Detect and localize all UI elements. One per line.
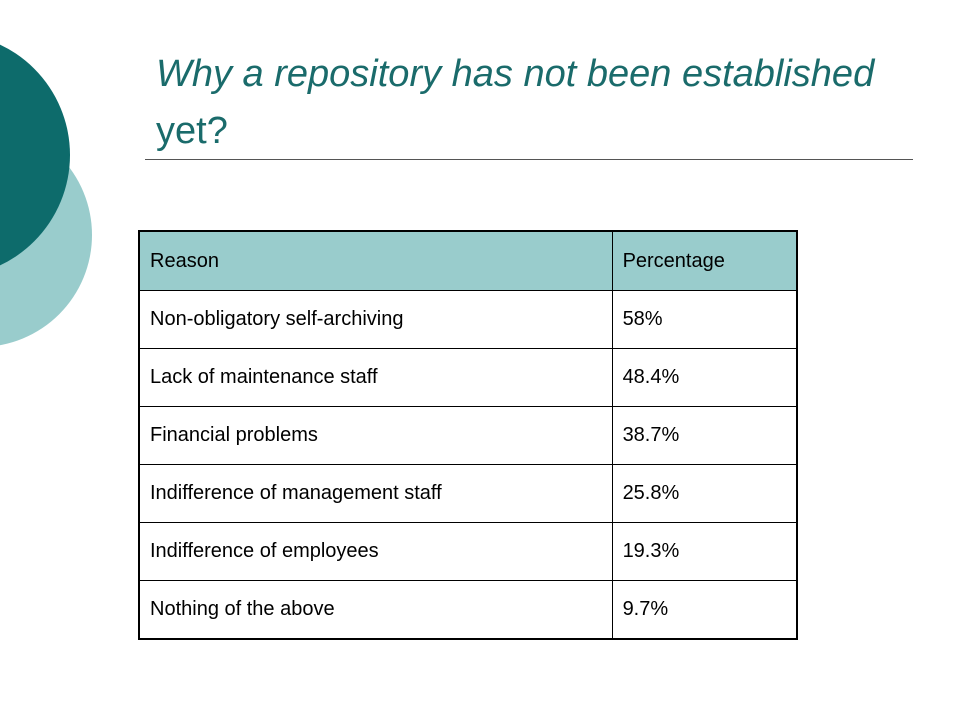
reason-cell: Indifference of management staff bbox=[138, 464, 613, 523]
percentage-cell: 9.7% bbox=[611, 580, 798, 640]
percentage-cell: 19.3% bbox=[611, 522, 798, 581]
table-body: Non-obligatory self-archiving 58% Lack o… bbox=[138, 290, 798, 640]
reason-cell: Non-obligatory self-archiving bbox=[138, 290, 613, 349]
percentage-cell: 58% bbox=[611, 290, 798, 349]
decorative-circles bbox=[0, 44, 92, 346]
header-percentage: Percentage bbox=[611, 230, 798, 291]
percentage-cell: 25.8% bbox=[611, 464, 798, 523]
table-row: Indifference of management staff 25.8% bbox=[138, 464, 798, 523]
table-row: Nothing of the above 9.7% bbox=[138, 580, 798, 640]
slide-title: Why a repository has not been establishe… bbox=[156, 46, 896, 160]
table-row: Financial problems 38.7% bbox=[138, 406, 798, 465]
title-regular-part: yet? bbox=[156, 110, 228, 152]
reason-cell: Financial problems bbox=[138, 406, 613, 465]
header-reason: Reason bbox=[138, 230, 613, 291]
title-divider bbox=[145, 159, 913, 160]
dark-teal-circle bbox=[0, 44, 70, 266]
percentage-cell: 48.4% bbox=[611, 348, 798, 407]
reason-cell: Indifference of employees bbox=[138, 522, 613, 581]
table-row: Lack of maintenance staff 48.4% bbox=[138, 348, 798, 407]
reason-cell: Nothing of the above bbox=[138, 580, 613, 640]
table-row: Indifference of employees 19.3% bbox=[138, 522, 798, 581]
percentage-cell: 38.7% bbox=[611, 406, 798, 465]
table-row: Non-obligatory self-archiving 58% bbox=[138, 290, 798, 349]
reasons-table: Reason Percentage Non-obligatory self-ar… bbox=[138, 230, 798, 640]
reason-cell: Lack of maintenance staff bbox=[138, 348, 613, 407]
header-row: Reason Percentage bbox=[138, 230, 798, 291]
table-header: Reason Percentage bbox=[138, 230, 798, 291]
title-italic-part: Why a repository has not been establishe… bbox=[156, 53, 875, 95]
